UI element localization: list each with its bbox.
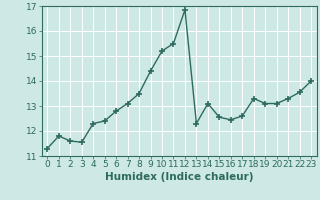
X-axis label: Humidex (Indice chaleur): Humidex (Indice chaleur) <box>105 172 253 182</box>
